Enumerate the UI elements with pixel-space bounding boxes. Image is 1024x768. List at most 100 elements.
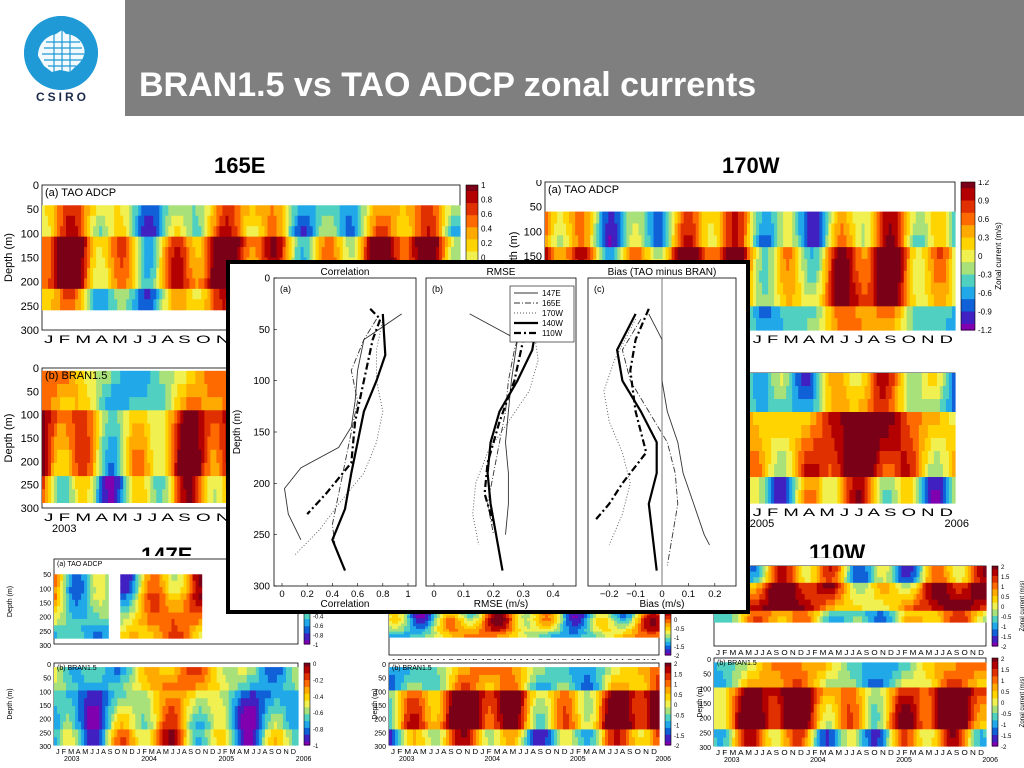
colorbar-tick: 0.3	[978, 234, 990, 243]
depth-axis-label: Depth (m)	[697, 686, 704, 717]
year-tick: 2003	[64, 756, 80, 763]
colorbar-tick: 0.6	[978, 215, 990, 224]
colorbar-tick: -1.5	[674, 734, 685, 740]
depth-axis-label: Depth (m)	[3, 233, 15, 282]
year-tick: 2006	[296, 756, 312, 763]
panel-110W-bran-tag: (b) BRAN1.5	[717, 660, 757, 667]
legend-label: 140W	[542, 319, 563, 328]
colorbar-tick: -0.6	[978, 289, 992, 298]
year-tick: 2003	[399, 756, 415, 763]
colorbar-tick: -1.5	[1001, 635, 1012, 641]
depth-tick: 50	[703, 672, 711, 679]
x-tick: 0.8	[376, 589, 389, 600]
colorbar-tick: -0.6	[313, 711, 324, 717]
panel-110W-bran-svg: (b) BRAN1.5 0 50 100 150 200 250 300 Depth (m) J …	[697, 657, 1024, 764]
x-tick: 0.1	[682, 589, 695, 600]
x-tick: 0.2	[301, 589, 314, 600]
panel-165E-tao-tag: (a) TAO ADCP	[45, 187, 116, 199]
comparison-chart: Correlation (a) 0 0.2 0.4 0.6 0.8 1 Correlation R…	[226, 260, 750, 614]
depth-tick: 100	[21, 228, 39, 240]
panel-147E-bran: (b) BRAN1.5 0 50 100 150 200 250 300 Depth (m) J …	[0, 660, 330, 768]
panel-140W-bran-tag: (b) BRAN1.5	[392, 665, 432, 672]
colorbar-tick: -0.5	[1001, 615, 1012, 621]
colorbar-tick: 0	[674, 618, 678, 624]
x-axis-label: RMSE (m/s)	[474, 599, 528, 610]
depth-tick: 300	[39, 744, 51, 751]
depth-tick: 200	[699, 716, 711, 723]
x-tick: 0	[279, 589, 284, 600]
depth-tick: 0	[33, 363, 39, 375]
colorbar-tick: 0.5	[1001, 690, 1010, 696]
legend-label: 147E	[542, 289, 561, 298]
colorbar-tick: -2	[1001, 745, 1007, 751]
depth-tick: 0	[47, 662, 51, 669]
depth-tick: 150	[21, 433, 39, 445]
month-axis: J F M A M J J A S O N D J F M A M J J A …	[391, 659, 657, 660]
y-tick: 100	[253, 376, 270, 387]
series-line-165E	[331, 318, 377, 545]
year-tick: 2003	[724, 757, 740, 764]
year-tick: 2005	[896, 757, 912, 764]
colorbar-tick: 0.6	[481, 210, 493, 219]
panel-147E-bran-svg: (b) BRAN1.5 0 50 100 150 200 250 300 Depth (m) J …	[7, 662, 324, 763]
month-axis: J F M A M J J A S O N D J F M A M J J A …	[716, 650, 984, 657]
depth-tick: 250	[699, 730, 711, 737]
x-axis-label: Bias (m/s)	[640, 599, 685, 610]
depth-tick: 50	[378, 676, 386, 683]
panel-title: RMSE	[487, 267, 516, 278]
y-axis-label: Depth (m)	[232, 410, 243, 454]
colorbar-tick: 0.5	[674, 693, 683, 699]
depth-tick: 300	[21, 325, 39, 337]
year-tick: 2006	[656, 756, 672, 763]
panel-title: Bias (TAO minus BRAN)	[608, 267, 717, 278]
series-line-110W	[306, 308, 382, 515]
series-line-165E	[487, 318, 524, 535]
colorbar-tick: -0.4	[313, 695, 324, 701]
month-axis: J F M A M J J A S O N D J F M A M J J A …	[716, 750, 984, 757]
depth-tick: 150	[39, 601, 51, 608]
depth-axis-label: Depth (m)	[3, 414, 15, 463]
colorbar-tick: 0	[481, 254, 486, 263]
series-line-170W	[294, 319, 384, 556]
y-tick: 200	[253, 479, 270, 490]
y-tick: 300	[253, 582, 270, 593]
depth-tick: 150	[21, 253, 39, 265]
comparison-panel-3: Bias (TAO minus BRAN)(c) −0.2 −0.1 0 0.1 0.2 B…	[587, 267, 737, 610]
depth-tick: 0	[707, 657, 711, 664]
panel-165E-bran-tag: (b) BRAN1.5	[45, 370, 107, 382]
depth-tick: 50	[27, 386, 39, 398]
year-tick: 2006	[945, 518, 969, 530]
depth-tick: 50	[43, 676, 51, 683]
colorbar-tick: -2	[1001, 645, 1007, 651]
depth-tick: 250	[21, 301, 39, 313]
depth-axis-label: Depth (m)	[7, 688, 14, 719]
colorbar-tick: -0.5	[1001, 712, 1012, 718]
colorbar-tick: -1.5	[674, 645, 685, 651]
year-tick: 2003	[52, 523, 76, 535]
depth-tick: 250	[21, 480, 39, 492]
colorbar-tick: -0.8	[313, 728, 324, 734]
series-line-140W	[615, 313, 658, 571]
depth-tick: 50	[530, 202, 542, 214]
x-tick: 0.2	[487, 589, 500, 600]
depth-tick: 200	[39, 717, 51, 724]
colorbar-tick: 1.5	[1001, 668, 1010, 674]
colorbar-tick: 0.5	[1001, 595, 1010, 601]
csiro-logo: CSIRO	[0, 0, 125, 116]
x-tick: 0.2	[708, 589, 721, 600]
depth-tick: 300	[21, 503, 39, 515]
depth-tick: 200	[39, 615, 51, 622]
depth-tick: 250	[374, 730, 386, 737]
csiro-logo-icon	[24, 16, 98, 90]
depth-tick: 100	[524, 226, 542, 238]
colorbar-tick: 0.4	[481, 225, 493, 234]
depth-tick: 150	[39, 703, 51, 710]
colorbar-tick: -0.3	[978, 271, 992, 280]
depth-axis-label: Depth (m)	[7, 586, 14, 617]
year-tick: 2006	[982, 757, 998, 764]
y-tick: 50	[259, 325, 271, 336]
x-tick: 0	[431, 589, 436, 600]
depth-tick: 200	[21, 456, 39, 468]
depth-tick: 300	[699, 745, 711, 752]
series-line-147E	[469, 313, 518, 535]
